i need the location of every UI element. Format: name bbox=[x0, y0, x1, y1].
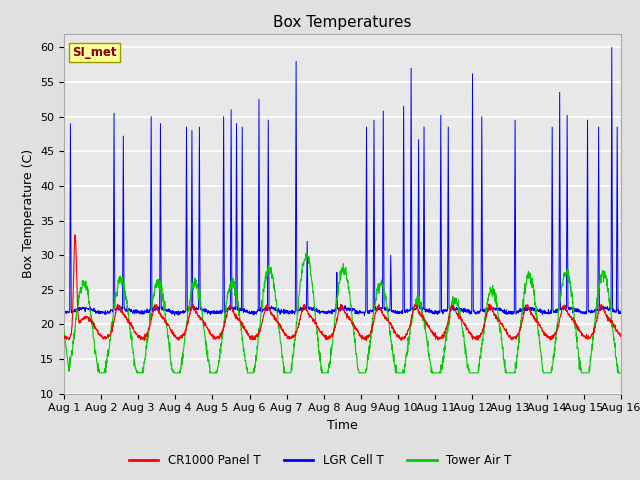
Text: SI_met: SI_met bbox=[72, 46, 117, 59]
Y-axis label: Box Temperature (C): Box Temperature (C) bbox=[22, 149, 35, 278]
Title: Box Temperatures: Box Temperatures bbox=[273, 15, 412, 30]
X-axis label: Time: Time bbox=[327, 419, 358, 432]
Legend: CR1000 Panel T, LGR Cell T, Tower Air T: CR1000 Panel T, LGR Cell T, Tower Air T bbox=[124, 449, 516, 472]
